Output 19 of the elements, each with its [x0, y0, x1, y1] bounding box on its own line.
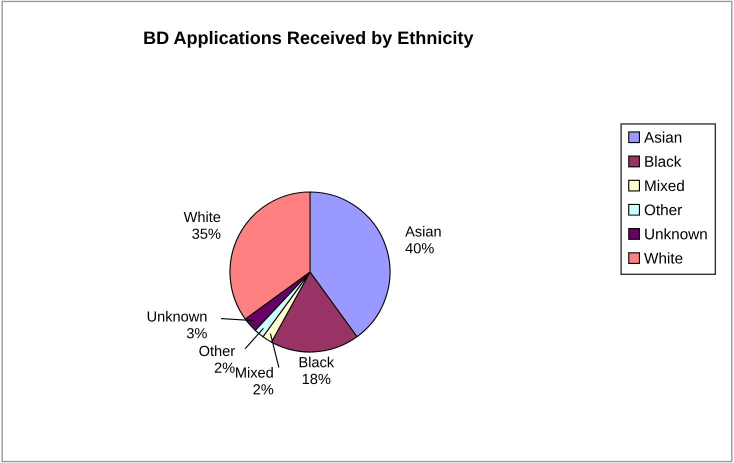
legend-label: Mixed [645, 180, 684, 192]
data-label: 18% [302, 374, 330, 384]
slice-label: Black [300, 356, 334, 368]
chart-title: BD Applications Received by Ethnicity [144, 30, 474, 48]
slice-label: Asian [405, 226, 441, 237]
data-label: 2% [253, 384, 274, 394]
data-label: 35% [192, 228, 220, 239]
legend-label: White [644, 252, 682, 264]
slice-label: White [184, 211, 220, 222]
data-label: 3% [186, 328, 207, 338]
legend-label: Asian [644, 132, 682, 143]
legend-label: Other [644, 204, 682, 216]
data-label: 40% [405, 243, 434, 254]
data-label: 2% [214, 362, 235, 373]
slice-label: Unknown [148, 310, 206, 322]
legend-label: Black [645, 156, 682, 167]
slice-label: Mixed [236, 367, 273, 378]
legend-label: Unknown [645, 228, 707, 240]
slice-label: Other [199, 345, 235, 356]
